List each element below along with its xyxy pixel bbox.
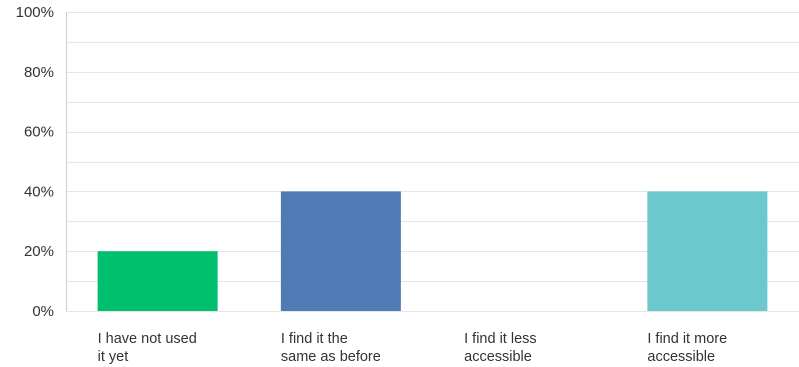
x-category-label: I find it the same as before bbox=[281, 331, 381, 365]
y-tick-label: 100% bbox=[16, 4, 54, 21]
y-tick-labels: 0% 20% 40% 60% 80% 100% bbox=[16, 4, 54, 320]
bar-1[interactable] bbox=[280, 191, 401, 311]
y-tick-label: 40% bbox=[24, 183, 54, 200]
bar-0[interactable] bbox=[97, 251, 218, 311]
bars bbox=[97, 191, 768, 311]
x-category-label: I find it less accessible bbox=[464, 331, 537, 365]
y-tick-label: 0% bbox=[32, 303, 54, 320]
y-tick-label: 20% bbox=[24, 243, 54, 260]
y-tick-label: 80% bbox=[24, 64, 54, 81]
y-tick-label: 60% bbox=[24, 124, 54, 141]
x-category-label: I have not used it yet bbox=[98, 331, 197, 365]
x-category-label: I find it more accessible bbox=[647, 331, 727, 365]
x-category-labels: I have not used it yet I find it the same a… bbox=[98, 331, 728, 365]
bar-3[interactable] bbox=[647, 191, 768, 311]
